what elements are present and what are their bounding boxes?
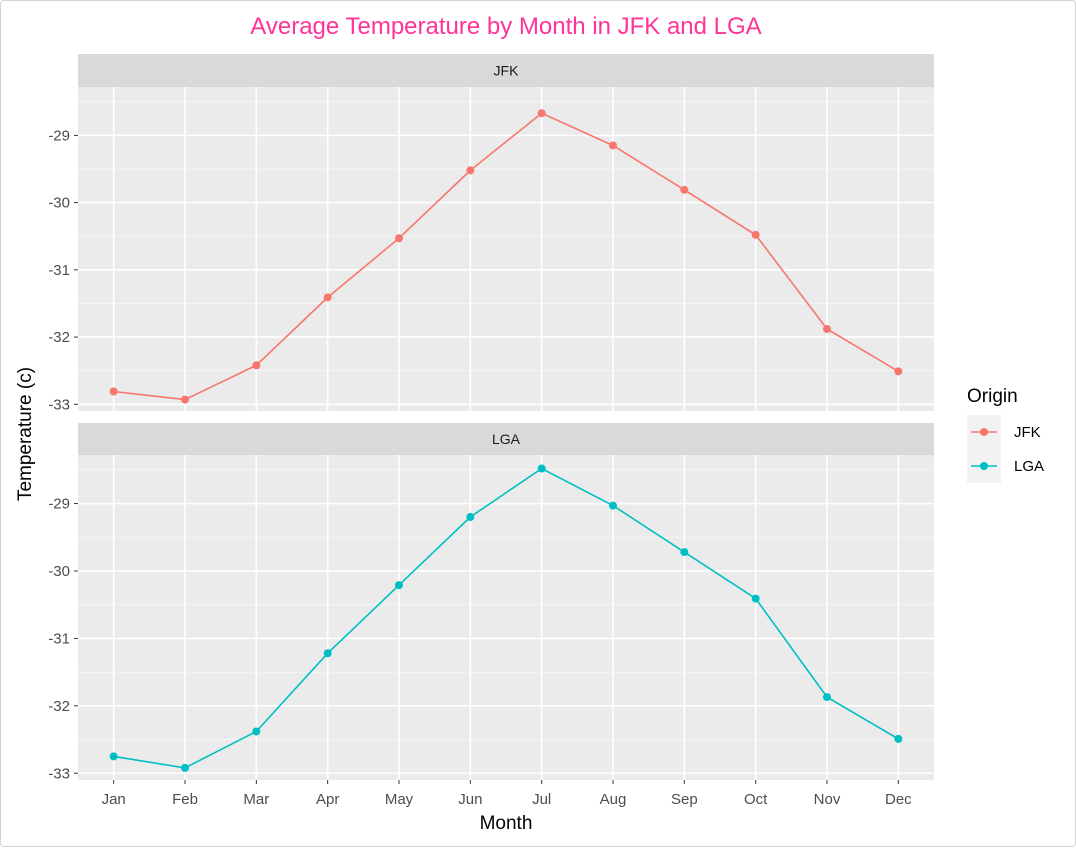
data-point-jfk xyxy=(894,367,903,376)
y-tick-label: -33 xyxy=(48,396,70,413)
data-point-lga xyxy=(395,581,403,590)
x-tick-label: Mar xyxy=(243,791,269,808)
data-point-lga xyxy=(751,594,760,603)
y-tick-label: -30 xyxy=(48,195,70,212)
x-tick-label: Feb xyxy=(172,791,198,808)
data-point-lga xyxy=(894,734,903,743)
data-point-jfk xyxy=(395,234,403,243)
y-tick-label: -30 xyxy=(48,563,70,580)
x-tick-label: Nov xyxy=(814,791,841,808)
x-axis-title: Month xyxy=(480,813,533,834)
facet-strip xyxy=(78,423,934,455)
data-point-jfk xyxy=(751,230,760,239)
data-point-lga xyxy=(823,693,831,702)
x-tick-label: Oct xyxy=(744,791,768,808)
data-point-lga xyxy=(323,649,332,658)
legend-key-point xyxy=(980,462,988,470)
x-tick-label: Aug xyxy=(600,791,627,808)
x-tick-label: Apr xyxy=(316,791,339,808)
data-point-lga xyxy=(109,752,118,761)
facet-strip xyxy=(78,54,934,87)
data-point-jfk xyxy=(181,395,189,404)
y-tick-label: -32 xyxy=(48,329,70,346)
data-point-jfk xyxy=(466,166,475,175)
y-tick-label: -29 xyxy=(48,127,70,144)
series-line-jfk xyxy=(113,112,899,401)
data-point-jfk xyxy=(609,141,617,150)
legend-label: LGA xyxy=(1014,458,1044,475)
data-point-jfk xyxy=(823,324,831,333)
x-tick-label: Jul xyxy=(532,791,551,808)
data-point-lga xyxy=(537,464,546,473)
x-tick-label: Sep xyxy=(671,791,698,808)
data-point-jfk xyxy=(323,293,332,302)
data-point-lga xyxy=(609,501,617,510)
facet-panel-lga: LGA -29 -30 -31 -32 -33 xyxy=(48,423,934,782)
y-tick-label: -32 xyxy=(48,698,70,715)
data-point-jfk xyxy=(252,361,261,370)
y-tick-label: -33 xyxy=(48,765,70,782)
facet-strip-label: LGA xyxy=(492,431,521,447)
facet-strip-label: JFK xyxy=(494,63,520,79)
data-point-jfk xyxy=(537,109,546,118)
chart-title: Average Temperature by Month in JFK and … xyxy=(250,13,761,40)
plot-panel xyxy=(78,455,934,780)
y-axis-title: Temperature (c) xyxy=(15,367,36,501)
data-point-lga xyxy=(181,763,189,772)
legend-label: JFK xyxy=(1014,424,1041,441)
legend: Origin JFK LGA xyxy=(967,386,1044,483)
series-line-lga xyxy=(113,467,899,769)
y-tick-label: -29 xyxy=(48,496,70,513)
data-point-jfk xyxy=(680,185,689,194)
data-point-lga xyxy=(252,727,261,736)
x-tick-label: Dec xyxy=(885,791,912,808)
x-tick-label: Jun xyxy=(458,791,482,808)
x-tick-label: May xyxy=(385,791,414,808)
facet-panel-jfk: JFK -29 -30 -31 -32 -33 xyxy=(48,54,934,413)
y-tick-label: -31 xyxy=(48,630,70,647)
y-tick-label: -31 xyxy=(48,262,70,279)
data-point-lga xyxy=(680,548,689,557)
data-point-lga xyxy=(466,513,475,522)
legend-key-point xyxy=(980,428,988,436)
legend-title: Origin xyxy=(967,386,1018,407)
data-point-jfk xyxy=(109,387,118,396)
x-tick-label: Jan xyxy=(102,791,126,808)
